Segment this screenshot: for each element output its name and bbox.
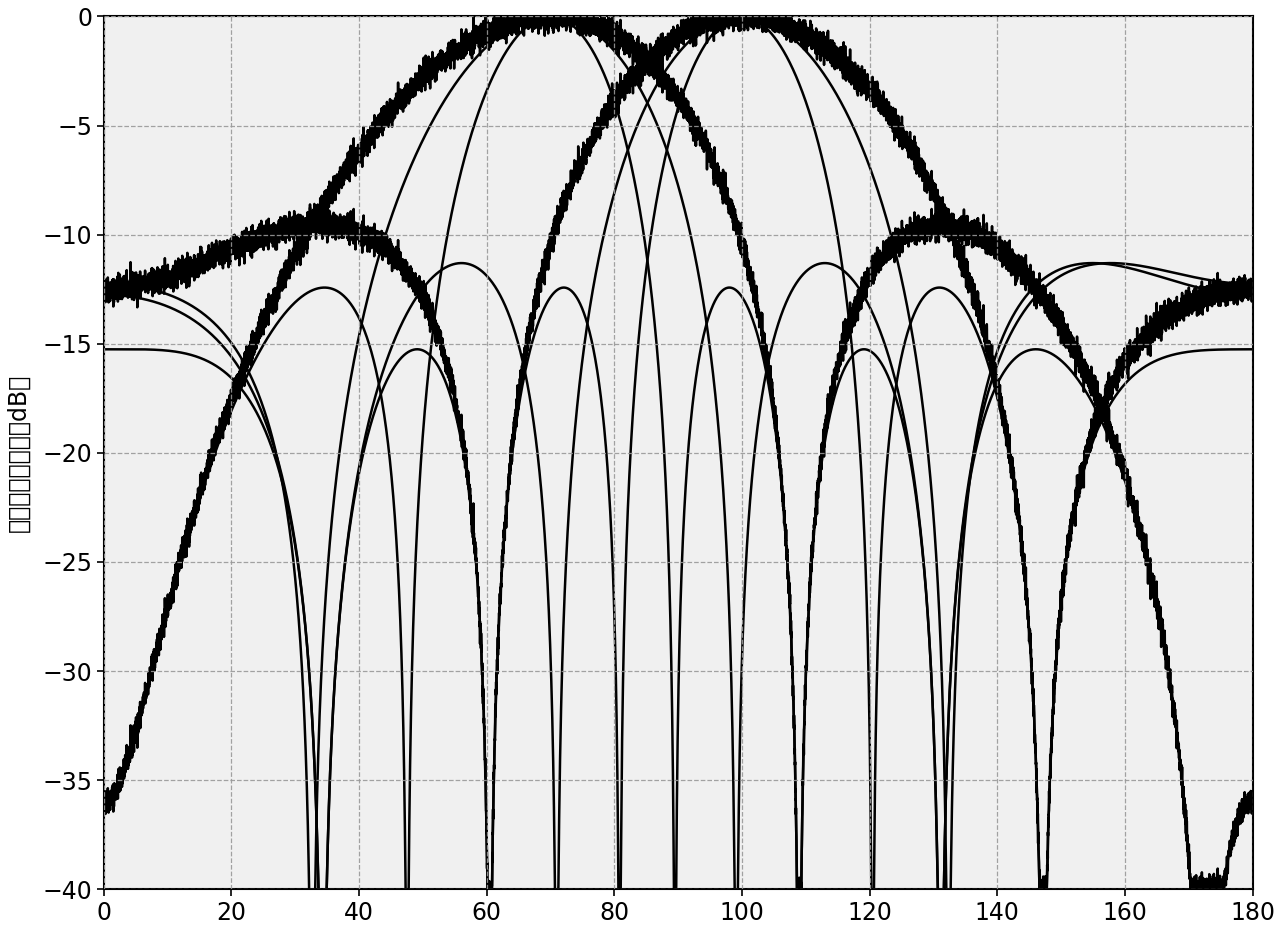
Y-axis label: 阵列归一化电平（dB）: 阵列归一化电平（dB） <box>6 374 31 532</box>
